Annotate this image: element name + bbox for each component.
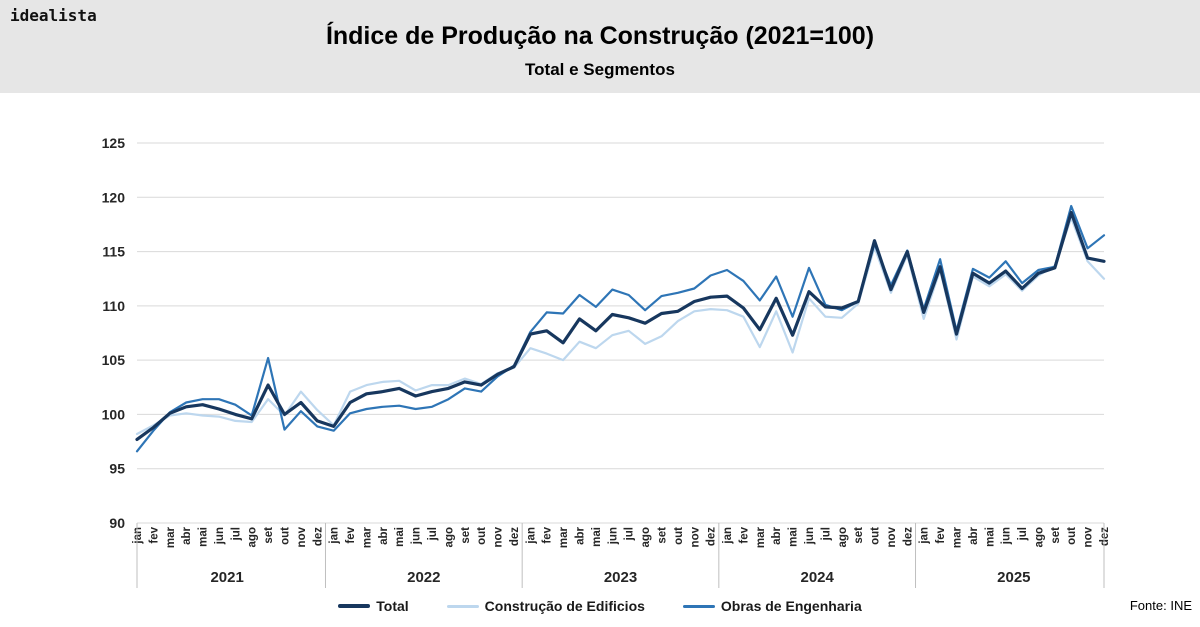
month-label: nov (689, 526, 701, 547)
y-axis-label: 125 (102, 135, 126, 151)
chart-title: Índice de Produção na Construção (2021=1… (325, 22, 875, 50)
month-label: fev (345, 526, 357, 543)
month-label: set (1050, 527, 1062, 544)
month-label: nov (493, 526, 505, 547)
month-label: jun (411, 527, 423, 545)
month-label: abr (771, 526, 783, 544)
month-label: dez (706, 527, 718, 546)
year-label: 2025 (997, 569, 1030, 586)
header-band (0, 0, 1200, 93)
month-label: abr (181, 526, 193, 544)
legend-item-edificios: Construção de Edificios (446, 598, 645, 614)
month-label: mar (361, 526, 373, 548)
month-label: jul (427, 527, 439, 541)
month-label: ago (1033, 527, 1045, 547)
edificios-line-swatch (446, 604, 479, 608)
month-label: jun (1001, 527, 1013, 545)
year-label: 2021 (210, 569, 243, 586)
month-label: mai (198, 527, 210, 547)
y-axis-label: 90 (109, 515, 125, 531)
month-label: abr (378, 526, 390, 544)
month-label: jun (804, 527, 816, 545)
legend-label-obras: Obras de Engenharia (720, 598, 862, 614)
month-label: mai (591, 527, 603, 547)
month-label: fev (148, 526, 160, 543)
month-label: fev (738, 526, 750, 543)
month-label: out (673, 527, 685, 545)
year-label: 2022 (407, 569, 440, 586)
month-label: mar (558, 526, 570, 548)
month-label: jan (525, 527, 537, 545)
month-label: ago (640, 527, 652, 547)
y-axis-label: 95 (109, 461, 125, 477)
month-label: nov (296, 526, 308, 547)
month-label: mar (755, 526, 767, 548)
year-label: 2024 (800, 569, 834, 586)
legend-label-total: Total (376, 598, 409, 614)
month-label: ago (247, 527, 259, 547)
month-label: fev (935, 526, 947, 543)
month-label: jan (132, 527, 144, 545)
month-label: out (280, 527, 292, 545)
month-label: nov (1083, 526, 1095, 547)
series-line-total (135, 210, 1106, 441)
year-label: 2023 (604, 569, 637, 586)
source-note: Fonte: INE (1129, 598, 1192, 613)
month-label: set (656, 527, 668, 544)
y-axis-label: 120 (102, 189, 126, 205)
legend-item-obras: Obras de Engenharia (682, 598, 862, 614)
month-label: out (1066, 527, 1078, 545)
month-label: ago (837, 527, 849, 547)
month-label: mar (951, 526, 963, 548)
month-label: nov (886, 526, 898, 547)
month-label: jan (919, 527, 931, 545)
y-axis-label: 110 (102, 298, 125, 314)
month-label: set (853, 527, 865, 544)
month-label: jul (624, 527, 636, 541)
month-label: fev (542, 526, 554, 543)
month-label: jan (329, 527, 341, 545)
month-label: jul (820, 527, 832, 541)
month-label: jul (230, 527, 242, 541)
month-label: set (263, 527, 275, 544)
total-line-swatch (338, 604, 371, 608)
idealista-logo: idealista (10, 6, 97, 25)
legend-item-total: Total (338, 598, 409, 614)
month-label: set (460, 527, 472, 544)
month-label: dez (509, 527, 521, 546)
month-label: dez (312, 527, 324, 546)
month-label: dez (902, 527, 914, 546)
y-axis-label: 105 (102, 352, 126, 368)
month-label: out (870, 527, 882, 545)
y-axis-label: 100 (102, 406, 126, 422)
month-label: jun (607, 527, 619, 545)
legend-label-edificios: Construção de Edificios (484, 598, 645, 614)
month-label: jan (722, 527, 734, 545)
month-label: mar (165, 526, 177, 548)
chart-legend: Total Construção de Edificios Obras de E… (0, 594, 1200, 618)
month-label: jul (1017, 527, 1029, 541)
month-label: jun (214, 527, 226, 545)
month-label: ago (443, 527, 455, 547)
month-label: out (476, 527, 488, 545)
obras-line-swatch (682, 604, 715, 608)
y-axis-label: 115 (102, 244, 125, 260)
month-label: abr (968, 526, 980, 544)
month-label: mai (394, 527, 406, 547)
month-label: dez (1099, 527, 1111, 546)
month-label: mai (788, 527, 800, 547)
month-label: mai (984, 527, 996, 547)
series-line-obras-de-engenharia (135, 204, 1106, 453)
chart-subtitle: Total e Segmentos (525, 60, 675, 79)
month-label: abr (575, 526, 587, 544)
